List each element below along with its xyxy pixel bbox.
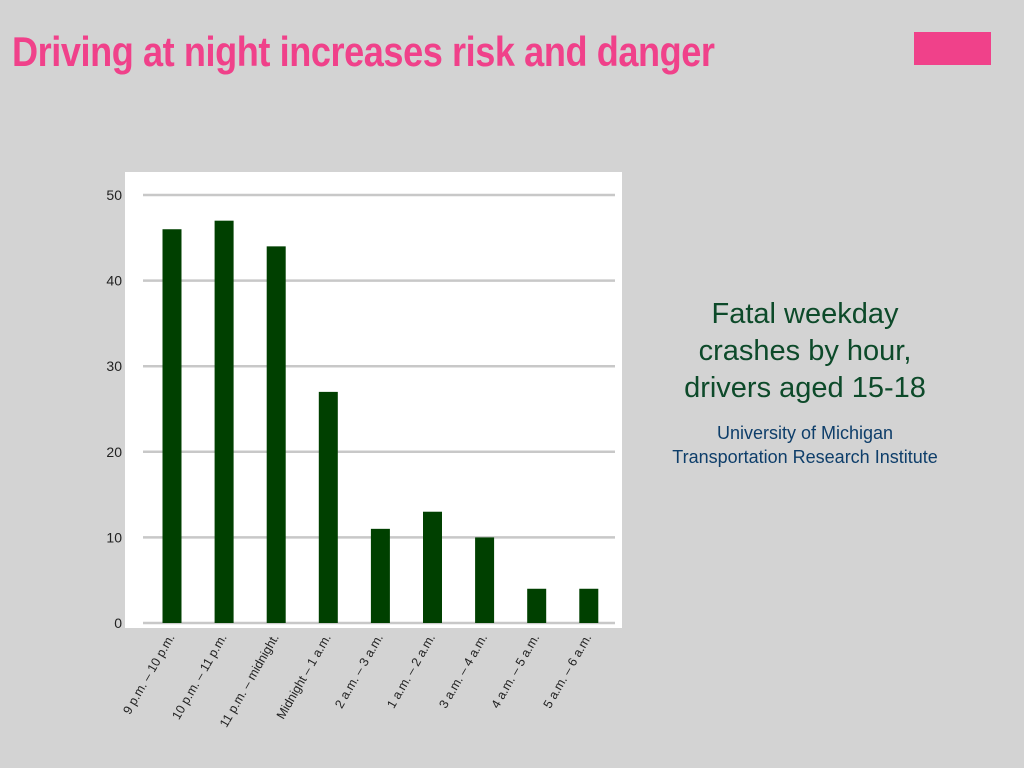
x-tick-label: 5 a.m. – 6 a.m. [541,632,595,711]
caption-main-line: crashes by hour, [698,335,912,367]
bar [162,229,182,624]
y-tick-label: 0 [114,615,122,631]
y-tick-label: 10 [106,529,122,545]
x-tick-label: 4 a.m. – 5 a.m. [488,632,542,711]
x-tick-label: 1 a.m. – 2 a.m. [384,632,438,711]
caption-main-line: Fatal weekday [711,298,899,330]
bar [318,391,338,623]
slide-title: Driving at night increases risk and dang… [12,28,715,75]
x-tick-label: 11 p.m. – midnight. [217,632,282,730]
caption-main: Fatal weekday crashes by hour, drivers a… [640,296,970,407]
chart-caption: Fatal weekday crashes by hour, drivers a… [640,296,970,469]
bars [162,220,599,624]
caption-source: University of Michigan Transportation Re… [640,421,970,469]
bar [266,246,286,624]
x-tick-label: 9 p.m. – 10 p.m. [120,632,177,717]
accent-block [914,32,991,65]
x-tick-label: Midnight – 1 a.m. [274,632,334,722]
y-tick-label: 20 [106,444,122,460]
bar [527,588,547,623]
x-tick-label: 2 a.m. – 3 a.m. [332,632,386,711]
bar [370,528,390,623]
x-tick-label: 3 a.m. – 4 a.m. [436,632,490,711]
caption-main-line: drivers aged 15-18 [684,372,926,404]
bar [423,511,442,623]
y-tick-label: 50 [106,187,122,203]
x-tick-label: 10 p.m. – 11 p.m. [169,632,229,722]
caption-source-line: Transportation Research Institute [672,447,938,467]
bar [579,588,599,623]
bar [475,537,495,623]
y-tick-label: 40 [106,273,122,289]
caption-source-line: University of Michigan [716,423,894,443]
y-tick-label: 30 [106,358,122,374]
x-axis-tick-labels: 9 p.m. – 10 p.m.10 p.m. – 11 p.m.11 p.m.… [120,632,594,730]
bar [214,220,234,623]
y-axis-tick-labels: 0 10 20 30 40 50 [106,187,122,631]
